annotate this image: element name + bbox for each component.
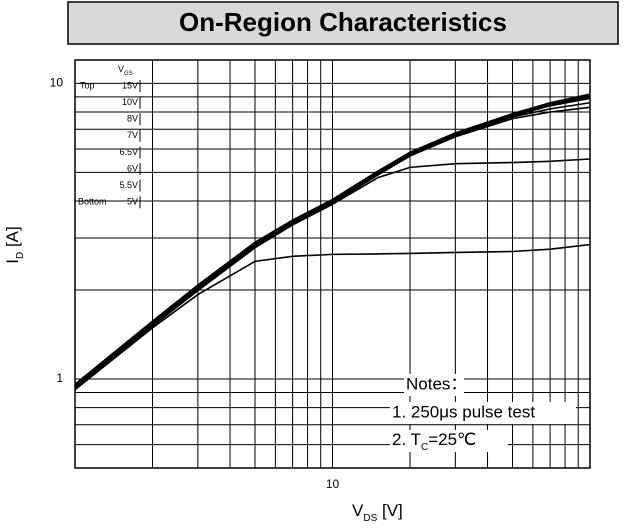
x-axis-label: VDS [V] — [352, 501, 403, 523]
legend-label: 10V — [122, 97, 138, 107]
x-tick-label: 10 — [326, 477, 340, 491]
legend-label: 6.5V — [119, 147, 138, 157]
curve — [74, 101, 591, 388]
note-line: 1. 250μs pulse test — [392, 402, 535, 421]
y-tick-label: 10 — [50, 76, 64, 90]
y-axis-label-sub: D — [15, 252, 26, 259]
note-line-main: 2. T — [392, 430, 421, 449]
legend-bottom: Bottom — [78, 197, 107, 207]
plot-frame — [74, 59, 591, 469]
y-tick-label: 1 — [56, 371, 63, 385]
note-background — [404, 374, 464, 396]
legend-label: 6V — [127, 163, 138, 173]
curve — [74, 243, 591, 391]
note-line-rest: =25℃ — [428, 430, 476, 449]
note-line-sub: C — [421, 442, 428, 453]
y-axis-label-rest: [A] — [3, 226, 22, 252]
y-axis-label-main: I — [3, 259, 22, 264]
x-axis-label-main: V — [352, 501, 364, 520]
legend-top: Top — [80, 80, 95, 90]
legend-label: 5.5V — [119, 180, 138, 190]
legend-title-sub: GS — [124, 71, 133, 77]
legend-label: 8V — [127, 114, 138, 124]
x-axis-label-rest: [V] — [377, 501, 403, 520]
legend-title-main: V — [118, 64, 124, 74]
legend-title: VGS — [118, 64, 133, 76]
note-heading: Notes： — [406, 374, 467, 393]
legend-label: 7V — [127, 130, 138, 140]
curve — [74, 158, 591, 389]
y-axis-label: ID [A] — [3, 226, 25, 263]
legend-label: 15V — [122, 80, 138, 90]
chart-title: On-Region Characteristics — [179, 7, 507, 37]
note-background — [390, 430, 508, 452]
legend-label: 5V — [127, 197, 138, 207]
x-axis-label-sub: DS — [363, 513, 377, 524]
title-box — [67, 1, 619, 45]
note-background — [390, 402, 576, 424]
note-line: 2. TC=25℃ — [392, 430, 476, 452]
